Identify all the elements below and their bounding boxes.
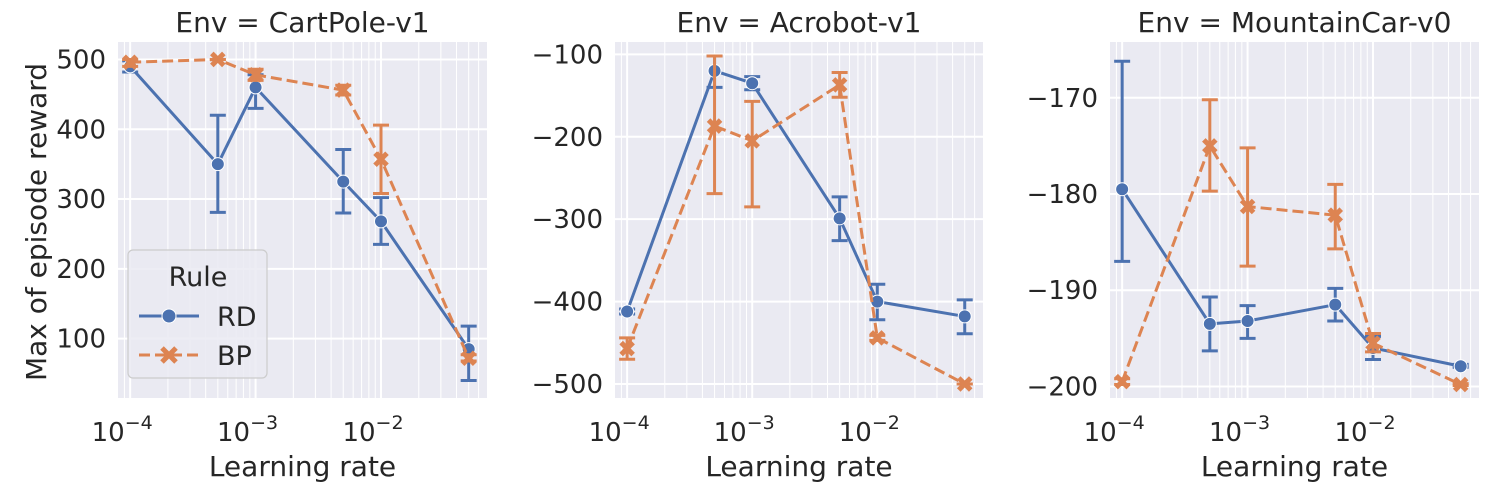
series-bp [619, 54, 973, 392]
legend: Rule RD BP [127, 249, 268, 379]
data-point [1115, 182, 1130, 197]
series-line-bp [625, 83, 966, 386]
data-point [210, 51, 226, 68]
data-point [335, 82, 352, 98]
error-bar [744, 99, 761, 209]
data-point [1240, 314, 1255, 329]
data-point [460, 350, 477, 366]
x-axis-label: Learning rate [209, 450, 396, 483]
y-tick-label: −190 [1027, 276, 1098, 306]
x-tick-label: 10−2 [342, 412, 403, 448]
legend-box [127, 249, 268, 379]
data-point [373, 151, 389, 168]
data-point [832, 211, 847, 226]
x-axis-label: Learning rate [1201, 450, 1388, 483]
y-tick-label: −500 [532, 370, 603, 400]
data-point [1452, 376, 1469, 393]
y-tick-label: −180 [1027, 180, 1098, 210]
y-tick-label: 200 [56, 255, 106, 285]
data-point [1202, 138, 1218, 154]
data-point [1327, 207, 1344, 223]
series-line-bp [130, 57, 471, 359]
x-tick-label: 10−4 [1084, 412, 1145, 448]
legend-bp-marker [160, 346, 178, 364]
data-point [619, 340, 635, 357]
x-tick-label: 10−4 [589, 412, 650, 448]
series-bp [122, 51, 477, 366]
y-tick-label: 400 [56, 115, 106, 145]
chart-panel-1: 100 200 300 400 500 10−4 10−3 10−2 Env = CartPol… [56, 6, 487, 483]
x-axis-label: Learning rate [705, 450, 892, 483]
x-tick-label: 10−4 [92, 412, 153, 448]
data-point [336, 174, 351, 189]
data-point [1239, 198, 1256, 215]
data-point [122, 54, 138, 71]
data-point [374, 214, 389, 229]
chart-title: Env = MountainCar-v0 [1138, 6, 1452, 39]
x-tick-label: 10−2 [839, 412, 900, 448]
data-point [247, 67, 264, 83]
data-point [956, 376, 973, 392]
data-point [1365, 335, 1381, 351]
x-tick-label: 10−2 [1334, 412, 1395, 448]
legend-bp-label: BP [217, 341, 252, 372]
data-point [706, 118, 723, 134]
y-tick-label: −200 [1027, 372, 1098, 402]
y-tick-label: 500 [56, 45, 106, 75]
x-tick-label: 10−3 [1209, 412, 1270, 448]
y-tick-label: −300 [532, 205, 603, 235]
legend-rd-marker [161, 308, 177, 324]
series-bp [1114, 98, 1469, 393]
error-bar [1114, 59, 1131, 263]
y-axis-label: Max of episode reward [20, 63, 53, 381]
data-point [831, 77, 848, 93]
y-tick-label: −400 [532, 288, 603, 318]
series-line-bp [1120, 144, 1462, 386]
chart-title: Env = CartPole-v1 [175, 6, 429, 39]
x-tick-label: 10−3 [714, 412, 775, 448]
data-point [1114, 373, 1130, 390]
data-point [1328, 297, 1343, 312]
data-point [1453, 359, 1468, 374]
y-tick-label: 300 [56, 185, 106, 215]
data-point [210, 157, 225, 172]
x-tick-label: 10−3 [217, 412, 278, 448]
data-point [869, 330, 886, 346]
y-tick-label: 100 [56, 325, 106, 355]
series-line-rd [625, 69, 965, 318]
legend-entry-rd: RD [139, 302, 257, 333]
data-point [744, 133, 760, 149]
legend-rd-label: RD [217, 302, 257, 333]
y-tick-label: −200 [532, 123, 603, 153]
data-point [745, 76, 760, 91]
data-point [957, 309, 972, 324]
y-tick-label: −100 [532, 40, 603, 70]
y-tick-label: −170 [1027, 84, 1098, 114]
data-point [620, 304, 635, 319]
chart-panel-2: −500 −400 −300 −200 −100 10−4 10−3 10−2 Env = Ac… [532, 6, 983, 483]
chart-title: Env = Acrobot-v1 [677, 6, 922, 39]
chart-panel-3: −200 −190 −180 −170 10−4 10−3 10−2 Env = Mounta… [1027, 6, 1479, 483]
legend-entry-bp: BP [139, 341, 252, 372]
legend-title: Rule [169, 262, 228, 293]
plot-area [1110, 42, 1479, 398]
data-point [1202, 316, 1217, 331]
data-point [248, 80, 263, 95]
series-line-rd [129, 65, 470, 350]
